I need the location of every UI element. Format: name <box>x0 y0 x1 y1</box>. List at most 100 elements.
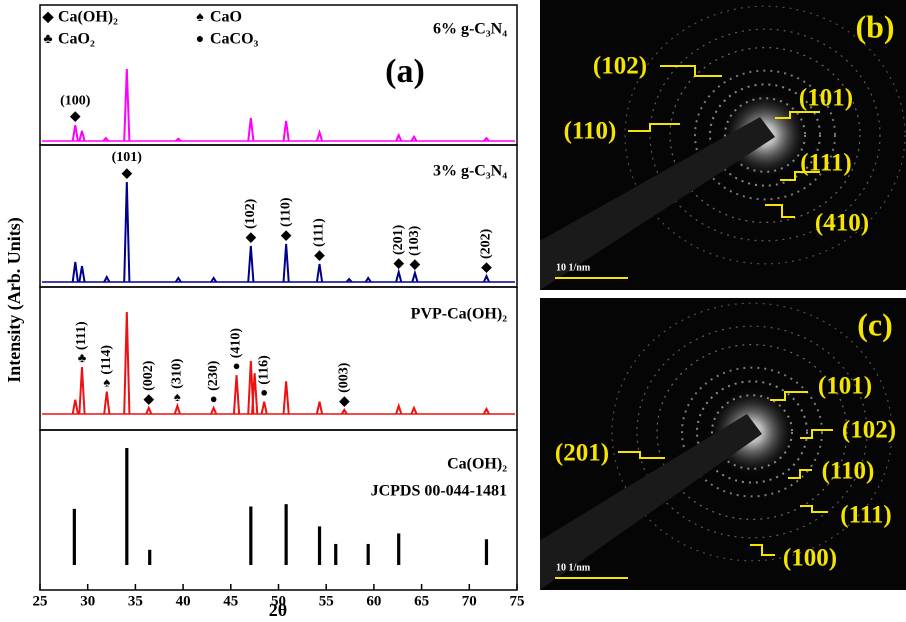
ring-arrow <box>765 204 795 218</box>
peak <box>411 269 419 283</box>
legend-symbol: ◆ <box>42 10 55 25</box>
peak <box>483 136 490 142</box>
panel-label: (b) <box>855 8 894 44</box>
peak-label: (111) <box>74 321 89 350</box>
legend-label: CaO₂ <box>58 31 95 48</box>
peak <box>397 533 401 565</box>
diffraction-ring <box>681 366 823 498</box>
peak-symbol: ● <box>210 391 218 406</box>
ring-label: (201) <box>555 440 609 467</box>
peak-label: (116) <box>256 355 271 385</box>
peak <box>249 506 253 565</box>
legend-symbol: ● <box>196 32 204 47</box>
diffraction-ring <box>624 5 906 265</box>
peak-label: (111) <box>312 218 327 247</box>
peak <box>71 261 79 283</box>
peak <box>72 508 76 565</box>
peak <box>78 130 86 142</box>
peak-label: (101) <box>112 150 143 165</box>
peak-symbol: ● <box>233 358 241 373</box>
legend-label: CaCO₃ <box>210 31 259 48</box>
peak <box>364 276 372 283</box>
peak <box>395 402 403 415</box>
peak <box>148 549 152 565</box>
ring-label: (101) <box>799 85 853 112</box>
peak-symbol: ◆ <box>314 247 326 262</box>
ring-arrow <box>800 429 833 439</box>
peak <box>484 539 489 565</box>
legend-label: CaO <box>210 9 242 26</box>
x-tick-label: 50 <box>271 593 286 609</box>
peak-label: (103) <box>407 225 422 256</box>
diffraction-ring <box>709 83 821 187</box>
ring-arrow <box>788 469 812 479</box>
peak-label: (310) <box>170 358 185 389</box>
peak-symbol: ◆ <box>69 108 81 123</box>
sample-label: 6% g-C₃N₄ <box>433 21 507 38</box>
ring-label: (111) <box>800 150 851 177</box>
legend-symbol: ♠ <box>196 10 204 25</box>
peak-symbol: ♠ <box>174 389 181 404</box>
peak-label: (202) <box>479 228 494 259</box>
ring-arrow <box>618 451 665 459</box>
peak <box>123 181 131 283</box>
beam-stop <box>540 117 775 290</box>
ring-label: (111) <box>840 502 891 529</box>
ring-arrow <box>800 505 828 513</box>
ring-label: (100) <box>783 545 837 572</box>
x-tick-label: 30 <box>80 593 95 609</box>
peak-label: (410) <box>229 328 244 359</box>
peak <box>482 406 490 415</box>
peak <box>315 128 324 142</box>
panel-label: (a) <box>385 53 425 90</box>
peak <box>175 137 182 142</box>
diffraction-ring <box>696 380 808 484</box>
x-tick-label: 25 <box>33 593 48 609</box>
ring-label: (101) <box>818 373 872 400</box>
y-axis-label: Intensity (Arb. Units) <box>4 217 25 383</box>
legend-label: Ca(OH)₂ <box>58 9 118 26</box>
peak-label: (002) <box>141 360 156 391</box>
peak <box>315 263 324 283</box>
peak <box>345 277 353 283</box>
ring-arrow <box>775 111 820 119</box>
peak <box>232 375 241 415</box>
peak-symbol: ◆ <box>409 256 421 271</box>
peak-label: (100) <box>60 93 91 108</box>
peak-symbol: ◆ <box>393 255 405 270</box>
sample-label: 3% g-C₃N₄ <box>433 163 507 180</box>
peak <box>71 399 79 415</box>
x-tick-label: 70 <box>462 593 477 609</box>
peak <box>284 504 288 565</box>
peak <box>123 68 131 142</box>
ring-label: (410) <box>815 210 869 237</box>
ring-label: (110) <box>564 118 617 145</box>
scale-bar-label: 10 1/nm <box>556 562 591 573</box>
peak <box>247 117 255 142</box>
x-tick-label: 35 <box>128 593 143 609</box>
ring-arrow <box>750 544 775 556</box>
peak <box>317 526 322 565</box>
peak <box>395 268 403 283</box>
peak-symbol: ● <box>260 385 268 400</box>
x-tick-label: 75 <box>510 593 525 609</box>
peak <box>366 543 370 565</box>
diffraction-ring <box>636 325 868 539</box>
peak <box>210 276 218 283</box>
peak <box>247 245 255 283</box>
peak-symbol: ◆ <box>480 259 492 274</box>
peak <box>395 132 403 142</box>
x-tick-label: 60 <box>366 593 381 609</box>
peak <box>410 405 418 415</box>
ring-label: (110) <box>822 458 875 485</box>
peak-label: (114) <box>99 345 114 375</box>
peak-symbol: ◆ <box>121 165 133 180</box>
x-axis-label: 2θ <box>269 600 287 620</box>
peak <box>260 401 268 415</box>
peak <box>71 124 79 142</box>
peak <box>315 401 324 415</box>
peak-label: (230) <box>206 360 221 391</box>
ring-arrow <box>780 171 820 181</box>
peak <box>282 381 290 415</box>
peak <box>123 311 131 415</box>
